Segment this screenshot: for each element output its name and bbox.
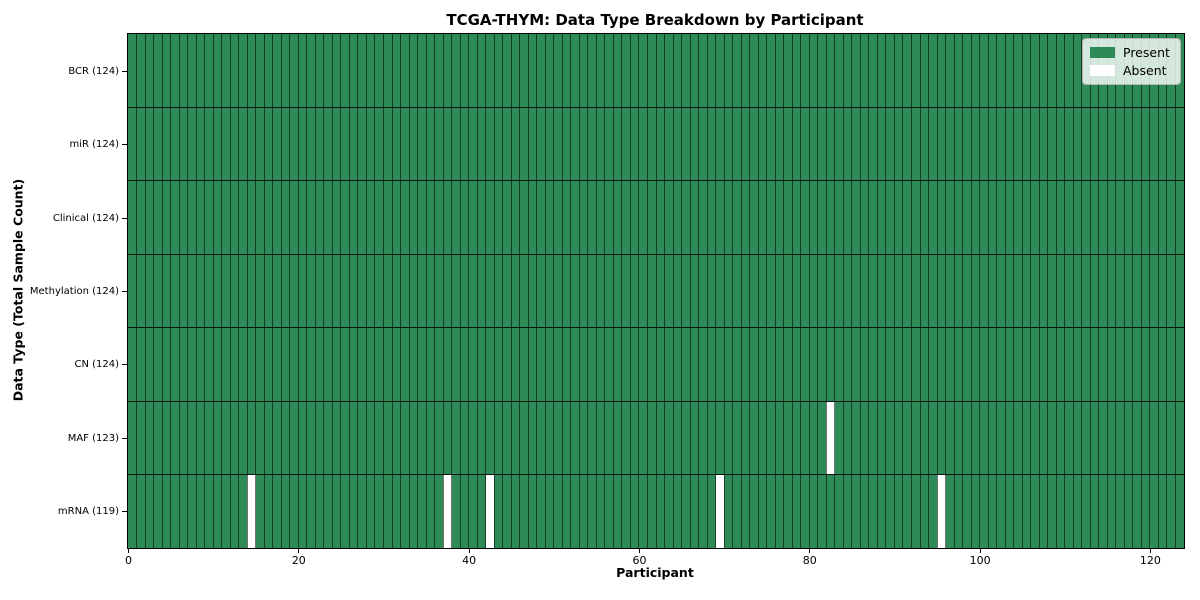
y-tick-label-methylation: Methylation (124) bbox=[29, 286, 119, 297]
x-tick-mark bbox=[1149, 548, 1151, 553]
row-mir bbox=[128, 107, 1184, 182]
x-tick-label: 80 bbox=[802, 553, 817, 567]
data-type-rows bbox=[128, 34, 1184, 549]
x-tick-label: 0 bbox=[125, 553, 132, 567]
y-tick-mark bbox=[122, 144, 127, 146]
legend-entry-present: Present bbox=[1090, 45, 1172, 60]
plot-area bbox=[127, 33, 1185, 549]
y-tick-mark bbox=[122, 364, 127, 366]
x-tick-mark bbox=[128, 548, 129, 553]
absent-cell bbox=[443, 475, 452, 549]
y-tick-label-mir: miR (124) bbox=[69, 139, 119, 151]
row-maf bbox=[128, 401, 1184, 476]
row-mrna bbox=[128, 475, 1184, 549]
x-tick-mark bbox=[468, 548, 470, 553]
y-tick-label-bcr: BCR (124) bbox=[68, 65, 119, 77]
x-tick-label: 100 bbox=[969, 553, 991, 567]
x-tick-label: 40 bbox=[462, 553, 477, 567]
absent-cell bbox=[247, 475, 256, 549]
absent-swatch-icon bbox=[1090, 65, 1115, 76]
x-tick-mark bbox=[298, 548, 300, 553]
absent-cell bbox=[485, 475, 495, 549]
legend-label-present: Present bbox=[1123, 45, 1170, 60]
y-tick-mark bbox=[122, 437, 127, 439]
y-tick-mark bbox=[122, 70, 127, 72]
legend-label-absent: Absent bbox=[1123, 63, 1167, 78]
x-tick-label: 60 bbox=[632, 553, 647, 567]
legend: Present Absent bbox=[1082, 38, 1181, 85]
y-tick-mark bbox=[122, 217, 127, 219]
y-tick-label-mrna: mRNA (119) bbox=[57, 506, 119, 518]
x-tick-mark bbox=[979, 548, 981, 553]
y-tick-label-maf: MAF (123) bbox=[67, 432, 119, 444]
x-tick-label: 120 bbox=[1139, 553, 1161, 567]
x-tick-label: 20 bbox=[291, 553, 306, 567]
y-tick-mark bbox=[122, 291, 127, 292]
present-swatch-icon bbox=[1090, 47, 1115, 58]
y-tick-label-cn: CN (124) bbox=[74, 359, 119, 371]
x-tick-mark bbox=[809, 548, 811, 553]
legend-entry-absent: Absent bbox=[1090, 63, 1172, 78]
row-cn bbox=[128, 328, 1184, 402]
absent-cell bbox=[937, 475, 946, 549]
absent-cell bbox=[826, 401, 835, 475]
row-bcr bbox=[128, 34, 1184, 108]
x-axis-label: Participant bbox=[616, 565, 694, 580]
absent-cell bbox=[715, 475, 725, 549]
row-clinical bbox=[128, 181, 1184, 255]
x-tick-mark bbox=[638, 548, 640, 553]
chart-title: TCGA-THYM: Data Type Breakdown by Partic… bbox=[446, 11, 864, 29]
y-tick-label-clinical: Clinical (124) bbox=[52, 212, 119, 224]
row-methylation bbox=[128, 254, 1184, 329]
y-tick-mark bbox=[122, 511, 127, 513]
